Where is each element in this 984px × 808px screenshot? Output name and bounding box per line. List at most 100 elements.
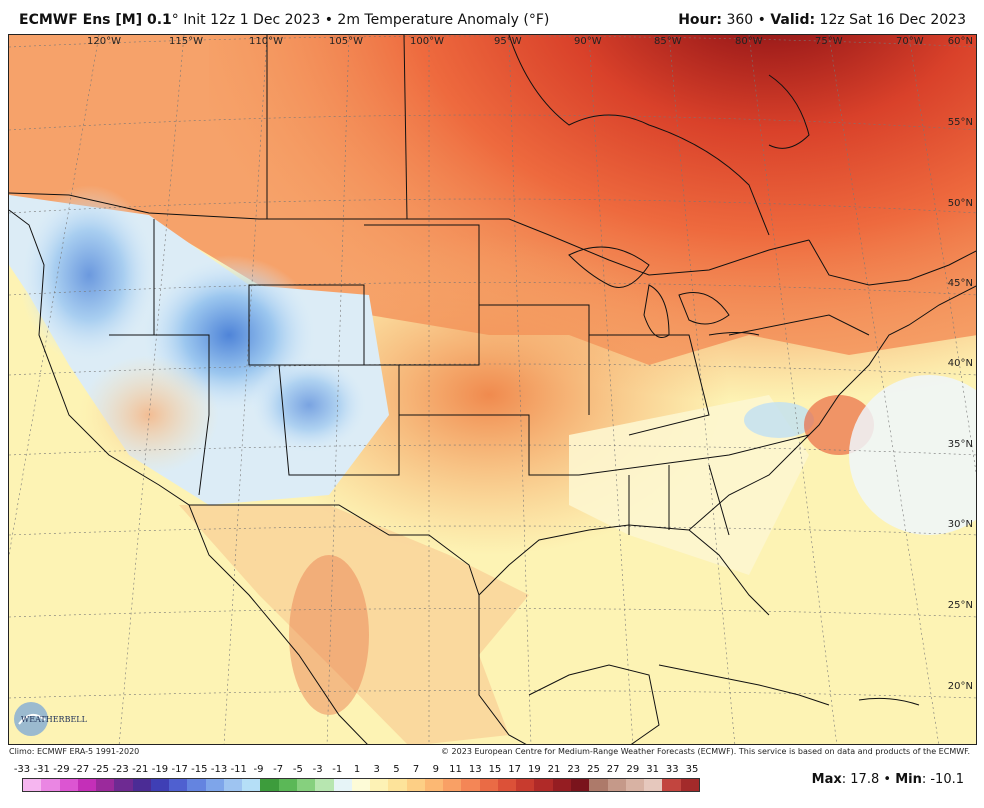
colorbar-tick-label: 27	[606, 764, 620, 775]
title-bullet: •	[324, 12, 333, 28]
max-label: Max	[811, 772, 842, 787]
colorbar-cell	[59, 779, 78, 791]
colorbar-labels: -33 -31 -29 -27 -25 -23 -21 -19 -17 -15 -13 -11 -9 -7…	[14, 764, 704, 776]
lon-label-95: 95°W	[494, 36, 522, 47]
graticule	[9, 35, 976, 744]
colorbar-tick-label: 33	[665, 764, 679, 775]
gulf-mexico-coast-west	[478, 595, 527, 744]
colorbar-cell	[662, 779, 681, 791]
valid-bullet: •	[757, 12, 766, 28]
lon-label-105: 105°W	[329, 36, 363, 47]
lon-label-120: 120°W	[87, 36, 121, 47]
map-title: ECMWF Ens [M] 0.1° Init 12z 1 Dec 2023 •…	[19, 12, 549, 28]
init-time: Init 12z 1 Dec 2023	[183, 12, 321, 28]
colorbar-tick-label: 13	[468, 764, 482, 775]
colorbar-tick-label: 25	[587, 764, 600, 775]
colorbar-cell	[351, 779, 371, 791]
lat-label-30: 30°N	[947, 519, 973, 530]
lake-huron	[678, 292, 730, 325]
colorbar-cell	[315, 779, 334, 791]
lat-label-40: 40°N	[947, 358, 973, 369]
colorbar-tick-label: -9	[253, 764, 264, 775]
max-value: 17.8	[850, 772, 880, 787]
lon-label-70: 70°W	[896, 36, 924, 47]
colorbar-cell	[223, 779, 243, 791]
border-deep-south	[628, 464, 730, 536]
hudson-bay-outline	[508, 35, 770, 236]
colorbar	[22, 778, 700, 792]
colorbar-cell	[461, 779, 480, 791]
colorbar-cell	[333, 779, 352, 791]
lon-line-85	[668, 35, 736, 744]
lon-line-115	[118, 35, 185, 744]
colorbar-tick-label: -11	[230, 764, 247, 775]
mexico-region	[179, 505, 529, 744]
border-tennessee-nc	[578, 434, 810, 476]
lat-label-55: 55°N	[947, 117, 973, 128]
border-colorado-nm	[278, 364, 400, 476]
colorbar-tick-label: -1	[332, 764, 343, 775]
james-bay-outline	[768, 74, 810, 149]
colorbar-tick-label: -19	[151, 764, 169, 775]
valid-time-info: Hour: 360 • Valid: 12z Sat 16 Dec 2023	[678, 12, 966, 28]
colorbar-tick-label: -15	[191, 764, 208, 775]
colorbar-cell	[625, 779, 645, 791]
lat-label-45: 45°N	[947, 278, 973, 289]
border-dakotas	[364, 224, 480, 366]
border-illinois-ohio	[589, 334, 710, 436]
cold-anomaly-pacific-nw	[19, 185, 159, 365]
lon-label-75: 75°W	[815, 36, 843, 47]
lat-line-40	[9, 363, 976, 376]
warm-anomaly-mexico	[289, 555, 369, 715]
colorbar-cell	[242, 779, 261, 791]
colorbar-tick-label: -23	[112, 764, 129, 775]
border-nevada-utah	[109, 334, 210, 496]
colorbar-cell	[77, 779, 97, 791]
colorbar-tick-label: -29	[53, 764, 70, 775]
colorbar-tick-label: -3	[312, 764, 323, 775]
max-min-readout: Max: 17.8 • Min: -10.1	[811, 772, 964, 787]
border-kansas-oklahoma	[399, 414, 579, 476]
colorbar-cell	[570, 779, 590, 791]
lon-line-110	[223, 35, 268, 744]
lat-line-20	[9, 690, 976, 699]
colorbar-cell	[388, 779, 407, 791]
colorbar-cell	[132, 779, 151, 791]
colorbar-cell	[23, 779, 42, 791]
colorbar-cell	[424, 779, 444, 791]
lat-line-50	[9, 198, 976, 214]
colorbar-tick-label: -21	[132, 764, 149, 775]
colorbar-tick-label: -25	[92, 764, 109, 775]
lon-label-80: 80°W	[735, 36, 763, 47]
colorbar-tick-label: -27	[72, 764, 90, 775]
lat-line-45	[9, 282, 976, 296]
colorbar-tick-label: 9	[432, 764, 439, 775]
degree-symbol: °	[171, 12, 179, 28]
lake-michigan	[643, 284, 670, 338]
lat-label-50: 50°N	[947, 198, 973, 209]
hour-label: Hour:	[678, 12, 722, 28]
colorbar-cell	[41, 779, 60, 791]
colorbar-tick-label: 11	[449, 764, 462, 775]
pale-anomaly-atlantic	[849, 375, 976, 535]
lon-label-90: 90°W	[574, 36, 602, 47]
lon-label-115: 115°W	[169, 36, 203, 47]
colorbar-tick-label: 1	[353, 764, 361, 775]
colorbar-tick-label: 3	[373, 764, 380, 775]
colorbar-tick-label: -13	[210, 764, 228, 775]
colorbar-tick-label: -17	[171, 764, 188, 775]
colorbar-cell	[114, 779, 133, 791]
valid-value: 12z Sat 16 Dec 2023	[819, 12, 966, 28]
valid-label: Valid:	[770, 12, 816, 28]
border-iowa-missouri	[479, 304, 590, 415]
lon-label-110: 110°W	[249, 36, 283, 47]
copyright-note: © 2023 European Centre for Medium-Range …	[441, 747, 970, 756]
cool-anomaly-mid-atlantic	[744, 402, 814, 438]
colorbar-cell	[479, 779, 498, 791]
map-header: ECMWF Ens [M] 0.1° Init 12z 1 Dec 2023 •…	[0, 0, 984, 34]
lon-line-105	[326, 35, 350, 744]
temperature-anomaly-map[interactable]: 120°W 115°W 110°W 105°W 100°W 95°W 90°W …	[8, 34, 977, 745]
maxmin-bullet: •	[883, 772, 892, 787]
colorbar-tick-label: 7	[412, 764, 420, 775]
lon-label-100: 100°W	[410, 36, 444, 47]
